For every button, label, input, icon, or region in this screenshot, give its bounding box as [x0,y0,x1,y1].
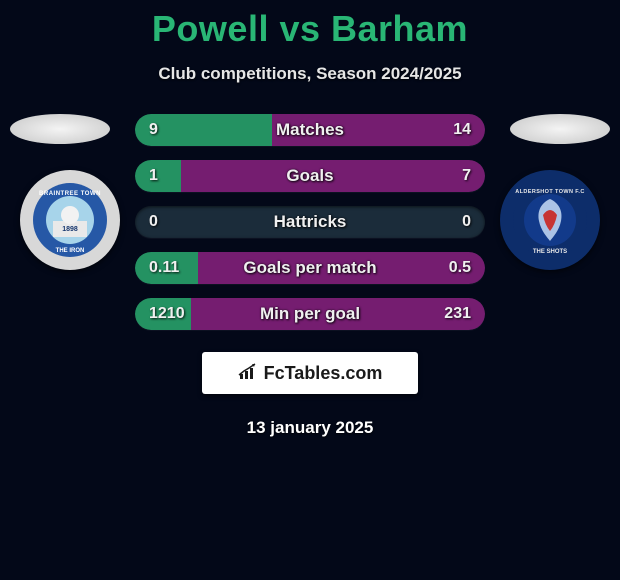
comparison-date: 13 january 2025 [0,418,620,438]
bar-chart-icon [238,365,260,381]
stat-row: 0 0Hattricks [135,206,485,238]
club-badge-right: ALDERSHOT TOWN F.C THE SHOTS [500,170,600,270]
svg-text:1898: 1898 [62,226,78,233]
stat-fill-right [191,298,485,330]
stat-row: 914Matches [135,114,485,146]
stat-fill-right [272,114,486,146]
stat-value-left: 0 [149,213,158,231]
svg-text:THE SHOTS: THE SHOTS [533,249,567,255]
stat-fill-right [198,252,485,284]
stat-label: Hattricks [135,212,485,232]
svg-text:THE IRON: THE IRON [56,248,85,254]
logo-text: FcTables.com [264,363,383,384]
stat-fill-left [135,160,181,192]
player-avatar-right [510,114,610,144]
comparison-title: Powell vs Barham [0,0,620,50]
stat-fill-right [181,160,486,192]
stat-fill-left [135,252,198,284]
fctables-logo: FcTables.com [202,352,418,394]
stat-value-right: 0 [462,213,471,231]
stat-row: 1210231Min per goal [135,298,485,330]
svg-text:ALDERSHOT TOWN F.C: ALDERSHOT TOWN F.C [515,189,584,195]
stat-row: 0.110.5Goals per match [135,252,485,284]
comparison-main: BRAINTREE TOWN THE IRON 1898 ALDERSHOT T… [0,114,620,438]
player-avatar-left [10,114,110,144]
club-badge-left: BRAINTREE TOWN THE IRON 1898 [20,170,120,270]
comparison-bars: 914Matches 17Goals 0 0Hattricks 0.110.5Goals… [135,114,485,330]
stat-row: 17Goals [135,160,485,192]
aldershot-crest-icon: ALDERSHOT TOWN F.C THE SHOTS [511,181,589,259]
svg-text:BRAINTREE TOWN: BRAINTREE TOWN [39,191,101,197]
comparison-subtitle: Club competitions, Season 2024/2025 [0,64,620,84]
stat-fill-left [135,114,272,146]
stat-fill-left [135,298,191,330]
braintree-crest-icon: BRAINTREE TOWN THE IRON 1898 [31,181,109,259]
